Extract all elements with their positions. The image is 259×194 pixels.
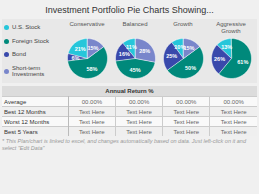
html-text:Conservative: Conservative [69,21,105,27]
html-text:Average: Average [4,98,27,105]
svg-text:26%: 26% [214,56,225,62]
html-text:00.00%: 00.00% [176,98,197,105]
html-text:Text Here: Text Here [126,108,152,115]
svg-text:45%: 45% [130,67,141,73]
html-text:Growth: Growth [173,21,193,27]
svg-text:11%: 11% [126,44,137,50]
html-text:Text Here: Text Here [220,128,247,135]
html-text:00.00%: 00.00% [81,98,103,105]
html-text:Text Here: Text Here [79,108,105,115]
html-text:Best 5 Years: Best 5 Years [4,128,38,135]
html-text:Text Here: Text Here [173,108,200,115]
svg-text:15%: 15% [183,45,194,51]
html-text:Foreign Stock: Foreign Stock [12,37,49,44]
html-text:Text Here: Text Here [126,118,152,125]
html-text:Text Here: Text Here [220,108,247,115]
svg-text:6%: 6% [72,55,80,61]
html-text:Short-term Investments: Short-term Investments [12,64,45,78]
html-text:U.S. Stock: U.S. Stock [12,24,41,31]
svg-text:16%: 16% [119,51,130,57]
svg-text:21%: 21% [75,46,86,52]
svg-text:28%: 28% [139,48,150,54]
html-text:Text Here: Text Here [79,118,105,125]
html-text:Aggressive Growth: Aggressive Growth [216,21,246,34]
html-text:Annual Return %: Annual Return % [105,88,154,94]
html-text:Text Here: Text Here [173,128,200,135]
svg-text:10%: 10% [174,43,186,50]
html-text:Balanced: Balanced [122,21,148,27]
html-text:Best 12 Months: Best 12 Months [4,108,46,115]
html-text:Text Here: Text Here [173,118,200,125]
svg-text:13%: 13% [221,44,232,50]
html-text:Text Here: Text Here [126,128,152,135]
html-text:Worst 12 Months: Worst 12 Months [4,118,50,125]
svg-text:61%: 61% [237,59,248,65]
html-text:Text Here: Text Here [79,128,105,135]
html-text:00.00%: 00.00% [128,98,150,105]
html-text:Bond: Bond [12,51,26,58]
svg-text:25%: 25% [166,53,177,59]
svg-text:58%: 58% [86,66,97,72]
svg-text:15%: 15% [87,45,98,51]
html-text:Text Here: Text Here [220,118,247,125]
html-text:Investment Portfolio Pie Chart: Investment Portfolio Pie Charts Showing.… [45,5,214,15]
html-text:* This Plan/chart is linked to: * This Plan/chart is linked to excel, an… [2,138,246,151]
html-text:00.00%: 00.00% [223,98,244,105]
svg-text:50%: 50% [185,65,196,71]
